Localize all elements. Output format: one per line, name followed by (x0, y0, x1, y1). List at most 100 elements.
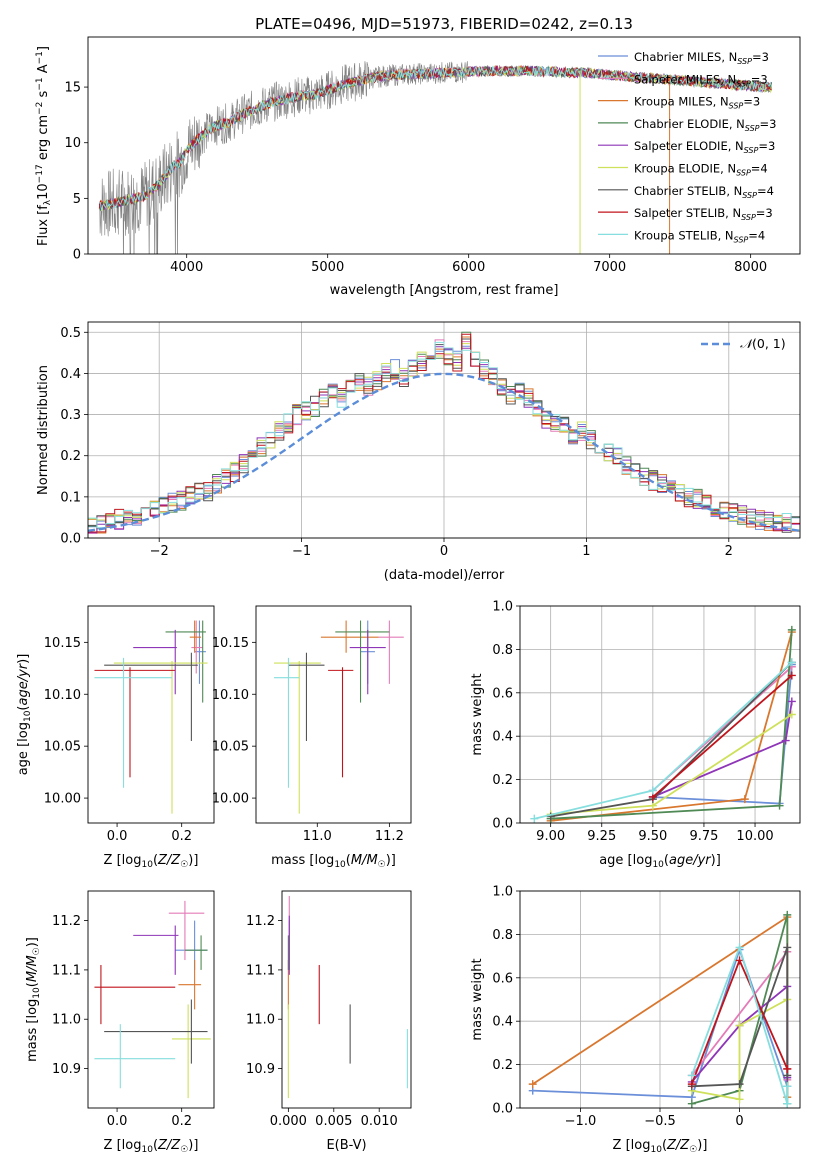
data-marker (775, 801, 784, 810)
plot-area (528, 910, 792, 1108)
legend-label: 𝒩(0, 1) (740, 336, 786, 351)
legend-label: Salpeter MILES, NSSP=3 (634, 72, 768, 88)
x-axis-label: Z [log10(Z/Z☉)] (104, 853, 199, 870)
data-point (184, 935, 208, 970)
y-tick-label: 10.10 (212, 688, 249, 703)
data-point (288, 652, 325, 741)
y-tick-label: 10.15 (44, 636, 81, 651)
data-marker (528, 1080, 537, 1089)
series-line (652, 701, 793, 798)
data-marker (740, 795, 749, 804)
y-tick-label: 0.0 (60, 532, 81, 547)
x-tick-label: 0.010 (361, 1114, 398, 1129)
y-tick-label: 0.5 (60, 326, 81, 341)
y-tick-label: 0.4 (60, 367, 81, 382)
y-axis-label: Normed distribution (36, 365, 51, 495)
axes-frame (87, 36, 801, 255)
x-tick-label: 11.2 (375, 829, 404, 844)
x-tick-label: −1.0 (565, 1114, 597, 1129)
data-point (274, 661, 321, 814)
data-point (168, 900, 205, 961)
x-tick-label: 9.50 (638, 829, 667, 844)
axes-frame (87, 605, 215, 824)
x-axis-label: Z [log10(Z/Z☉)] (104, 1138, 199, 1155)
data-point (94, 964, 176, 1025)
x-tick-label: 10.00 (736, 829, 773, 844)
data-point (274, 657, 300, 788)
axes-frame (255, 605, 412, 824)
data-marker (735, 1095, 744, 1104)
x-tick-label: 11.0 (303, 829, 332, 844)
data-point (378, 620, 404, 684)
x-tick-label: 0.0 (107, 829, 128, 844)
x-tick-label: 0.2 (171, 1114, 192, 1129)
legend-item: Kroupa MILES, NSSP=3 (598, 95, 760, 111)
data-marker (687, 1080, 696, 1089)
x-tick-label: 6000 (452, 260, 485, 275)
data-point (335, 620, 390, 703)
data-point (104, 999, 208, 1064)
plot-residuals: −2 −1 0 1 2 0.0 0.1 0.2 0.3 0.4 0.5 𝒩(0, 1) (data-mo… (36, 321, 801, 583)
y-tick-label: 0.4 (492, 1015, 513, 1030)
data-marker (783, 1099, 792, 1108)
x-tick-label: −0.5 (644, 1114, 676, 1129)
histogram-step (88, 341, 800, 531)
y-tick-label: 5 (73, 192, 81, 207)
plot-mass-weight-vs-age: 9.00 9.25 9.50 9.75 10.00 0.0 0.2 0.4 0.6 0.8 1.0 a… (470, 600, 801, 870)
x-tick-label: 1 (582, 544, 590, 559)
legend-label: Kroupa STELIB, NSSP=4 (634, 228, 765, 244)
axes-frame (281, 890, 412, 1109)
data-point (175, 920, 208, 970)
y-axis-label: Flux [fλ10−17 erg cm−2 s−1 A−1] (35, 46, 53, 246)
data-marker (735, 943, 744, 952)
data-point (113, 661, 208, 814)
data-point (94, 657, 172, 788)
y-tick-label: 0.8 (492, 643, 513, 658)
y-tick-label: 0.1 (60, 490, 81, 505)
plot-age-vs-mass: 11.0 11.2 10.00 10.05 10.10 10.15 mass [log10(… (212, 605, 412, 870)
x-tick-label: 4000 (170, 260, 203, 275)
y-axis-label: mass [log10(M/M☉)] (25, 937, 42, 1062)
legend-item: Chabrier STELIB, NSSP=4 (598, 184, 774, 200)
y-tick-label: 1.0 (492, 885, 513, 900)
data-point (94, 667, 176, 778)
y-tick-label: 0.8 (492, 928, 513, 943)
plot-area (94, 900, 211, 1099)
y-tick-label: 0.3 (60, 408, 81, 423)
normal-curve (88, 372, 800, 532)
model-spectrum-line (99, 65, 772, 211)
x-tick-label: 9.75 (689, 829, 718, 844)
data-marker (787, 710, 796, 719)
data-point (320, 620, 379, 653)
x-axis-label: mass [log10(M/M☉)] (271, 853, 396, 870)
y-axis-label: mass weight (470, 958, 485, 1040)
series-line (652, 674, 793, 798)
y-tick-label: 10.05 (44, 740, 81, 755)
data-marker (787, 658, 796, 667)
y-tick-label: 10.9 (246, 1062, 275, 1077)
x-tick-label: 0.005 (315, 1114, 352, 1129)
y-tick-label: 0.0 (492, 817, 513, 832)
data-marker (687, 1071, 696, 1080)
axes-frame (519, 605, 801, 824)
x-tick-label: −2 (150, 544, 169, 559)
y-tick-label: 10.05 (212, 740, 249, 755)
x-axis-label: age [log10(age/yr)] (599, 853, 721, 870)
data-marker (687, 1099, 696, 1108)
data-marker (787, 697, 796, 706)
y-tick-label: 10.15 (212, 636, 249, 651)
y-tick-label: 11.0 (52, 1013, 81, 1028)
data-point (349, 629, 386, 695)
y-tick-label: 15 (64, 81, 81, 96)
data-marker (781, 736, 790, 745)
y-axis-label: age [log10(age/yr)] (16, 654, 33, 776)
y-tick-label: 10.10 (44, 688, 81, 703)
legend-label: Kroupa MILES, NSSP=3 (634, 95, 760, 111)
data-marker (787, 625, 796, 634)
x-tick-label: 0 (440, 544, 448, 559)
x-axis-label: E(B-V) (326, 1138, 366, 1153)
legend-item: Kroupa ELODIE, NSSP=4 (598, 162, 768, 178)
x-tick-label: 7000 (593, 260, 626, 275)
y-tick-label: 10.00 (212, 792, 249, 807)
